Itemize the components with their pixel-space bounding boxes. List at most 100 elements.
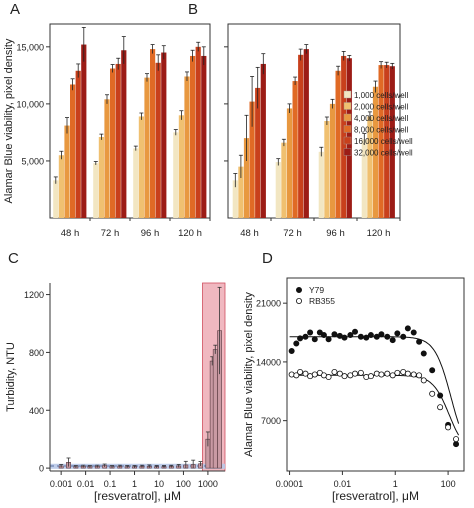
legend-swatch xyxy=(343,148,352,156)
data-point xyxy=(437,392,444,399)
y-tick-label: 400 xyxy=(29,406,44,416)
panel-letter: B xyxy=(188,1,198,18)
data-point xyxy=(389,372,396,379)
y-tick-label: 800 xyxy=(29,348,44,358)
data-point xyxy=(389,337,396,344)
bar xyxy=(173,132,179,218)
legend-label: 1,000 cells/well xyxy=(354,91,408,100)
data-point xyxy=(331,331,338,338)
x-axis-label: [resveratrol], μM xyxy=(332,489,419,503)
panel-c: C 0.001 0.01 0.1 1 10 100 1000 0 400 800 1200 [resve… xyxy=(5,250,226,503)
legend-swatch xyxy=(343,102,352,110)
data-point xyxy=(341,334,348,341)
x-tick-label: 96 h xyxy=(326,228,345,239)
bar xyxy=(133,148,139,218)
bar xyxy=(81,44,87,219)
y-tick-label: 21000 xyxy=(256,299,281,309)
bar xyxy=(144,77,150,219)
data-point xyxy=(394,330,401,337)
data-point xyxy=(420,350,427,357)
bar xyxy=(292,81,298,218)
data-point xyxy=(384,370,391,377)
bar xyxy=(298,54,304,218)
bar xyxy=(58,155,64,218)
x-tick-label: 1 xyxy=(132,479,137,489)
x-tick-label: 96 h xyxy=(141,228,160,239)
bar xyxy=(329,103,336,218)
bar xyxy=(260,63,266,218)
legend-swatch xyxy=(343,125,352,133)
bar xyxy=(75,70,81,218)
data-point xyxy=(453,436,460,443)
bar xyxy=(372,86,379,218)
data-point xyxy=(325,336,332,343)
bar xyxy=(161,52,167,218)
data-point xyxy=(363,334,370,341)
y-tick-label: 15,000 xyxy=(16,42,44,52)
x-axis-label: [resveratrol], μM xyxy=(94,489,181,503)
legend-label: 16,000 cells/well xyxy=(354,137,413,146)
data-point xyxy=(416,372,423,379)
data-point xyxy=(367,332,374,339)
bar xyxy=(303,49,309,218)
bar xyxy=(178,115,184,218)
data-point xyxy=(367,373,374,380)
y-axis-label: Alamar Blue viability, pixel density xyxy=(3,38,15,203)
panel-letter: D xyxy=(262,250,273,267)
bar xyxy=(232,180,238,218)
bar xyxy=(110,68,116,218)
data-point xyxy=(302,333,309,340)
bar xyxy=(184,76,190,219)
bar xyxy=(249,101,255,218)
x-tick-label: 100 xyxy=(441,479,456,489)
data-point xyxy=(293,372,300,379)
bar xyxy=(367,116,373,218)
bar xyxy=(98,136,104,218)
data-point xyxy=(293,340,300,347)
legend-label: 2,000 cells/well xyxy=(354,103,408,112)
x-tick-label: 48 h xyxy=(61,228,80,239)
data-point xyxy=(352,328,359,335)
data-point xyxy=(320,332,327,339)
y-tick-label: 5,000 xyxy=(21,156,44,166)
data-point xyxy=(311,371,318,378)
bar xyxy=(243,138,250,218)
data-point xyxy=(347,332,354,339)
bar xyxy=(138,116,144,218)
legend-label: RB355 xyxy=(309,296,335,306)
bar xyxy=(275,162,281,218)
legend-swatch xyxy=(343,90,352,99)
bar xyxy=(389,66,395,218)
x-tick-label: 0.0001 xyxy=(276,479,304,489)
legend-label: 32,000 cells/well xyxy=(354,149,413,158)
data-point xyxy=(373,333,380,340)
panel-b: B 48 h 72 h 96 h 120 h 1,000 cells/well 2,000 … xyxy=(188,1,413,239)
bar xyxy=(64,125,70,218)
x-tick-label: 1 xyxy=(393,479,398,489)
y-axis-label: Turbidity, NTU xyxy=(5,342,17,412)
data-point xyxy=(384,333,391,340)
bar xyxy=(115,63,121,218)
bar xyxy=(201,55,207,218)
bar xyxy=(93,163,99,218)
data-point xyxy=(336,370,343,377)
bar xyxy=(361,139,367,218)
data-point xyxy=(429,390,436,397)
x-tick-label: 120 h xyxy=(367,228,391,239)
data-point xyxy=(331,368,338,375)
legend-swatch xyxy=(343,136,352,145)
bar xyxy=(335,70,341,218)
data-point xyxy=(445,424,452,431)
data-point xyxy=(297,368,304,375)
bar xyxy=(378,65,384,218)
data-point xyxy=(453,441,460,448)
x-tick-label: 100 xyxy=(176,479,191,489)
bar xyxy=(155,62,161,218)
legend-label: 8,000 cells/well xyxy=(354,126,408,135)
bar xyxy=(212,349,218,469)
bar xyxy=(341,55,347,218)
data-point xyxy=(297,335,304,342)
x-tick-label: 0.1 xyxy=(104,479,117,489)
